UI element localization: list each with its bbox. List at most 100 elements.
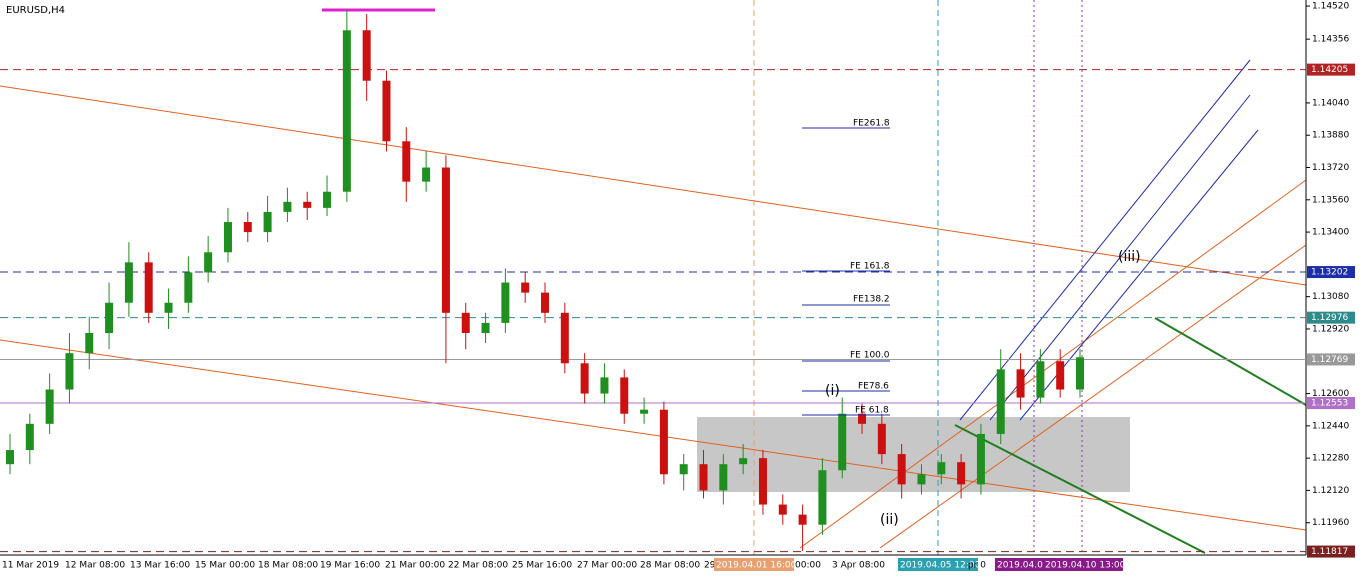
candle-body [342, 30, 351, 192]
annotation: FE 61.8 [855, 406, 889, 416]
trend-line [799, 179, 1307, 549]
x-tick-label: 2019.04.05 12:00 [900, 561, 981, 571]
price-level-label: 1.14205 [1311, 65, 1348, 75]
x-tick-label: 19 Mar 16:00 [320, 561, 380, 571]
annotation: FE261.8 [853, 119, 890, 129]
annotation: FE78.6 [858, 382, 889, 392]
y-tick-label: 1.12120 [1312, 486, 1349, 496]
candle-body [283, 201, 292, 212]
price-level-tag [1307, 353, 1355, 366]
x-tick-label: 25 Mar 16:00 [512, 561, 572, 571]
candle-body [303, 201, 312, 208]
y-tick-label: 1.14356 [1312, 35, 1349, 45]
candle-body [105, 302, 114, 333]
candle-body [164, 302, 173, 313]
candle-body [917, 474, 926, 485]
x-tick-label: 2019.04.10 13:00 [1045, 561, 1126, 571]
x-tick-label: 00:00 [795, 561, 821, 571]
x-tick-label: 12 Mar 08:00 [65, 561, 125, 571]
candle-body [620, 377, 629, 414]
x-label-tag [898, 558, 978, 571]
candle-body [640, 409, 649, 414]
candle-body [778, 504, 787, 515]
price-level-tag [1307, 545, 1355, 558]
candle-body [402, 141, 411, 182]
x-tick-label: 18 Mar 08:00 [258, 561, 318, 571]
trend-line [0, 85, 1307, 286]
x-tick-label: 21 Mar 00:00 [385, 561, 445, 571]
candle-body [758, 458, 767, 505]
candle-body [263, 211, 272, 233]
x-tick-label: 15 Mar 00:00 [195, 561, 255, 571]
price-level-label: 1.11817 [1311, 547, 1348, 557]
price-level-tag [1307, 311, 1355, 324]
candle-body [699, 464, 708, 491]
chart-title: EURUSD,H4 [6, 5, 65, 16]
x-tick-label: 28 Mar 08:00 [640, 561, 700, 571]
candle-body [6, 450, 14, 465]
candle-body [996, 369, 1005, 434]
candle-body [937, 462, 946, 475]
x-label-tag [1043, 558, 1123, 571]
projection-line [954, 424, 1206, 554]
y-tick-label: 1.12440 [1312, 421, 1349, 431]
y-tick-label: 1.14520 [1312, 2, 1349, 12]
candle-body [719, 464, 728, 491]
y-tick-label: 1.14040 [1312, 98, 1349, 108]
candle-body [323, 191, 332, 208]
x-tick-label: 27 Mar 00:00 [577, 561, 637, 571]
candle-body [45, 389, 54, 424]
x-tick-label: 29 [704, 561, 716, 571]
candle-body [1076, 357, 1084, 390]
candle-body [124, 262, 133, 303]
candle-body [184, 272, 193, 303]
price-level-tag [1307, 63, 1355, 76]
candle-body [818, 470, 827, 525]
candle-body [1036, 361, 1045, 398]
candle-body [441, 167, 450, 313]
zone-box [697, 417, 1130, 492]
annotation: FE 161.8 [850, 262, 890, 272]
x-label-tag [714, 558, 794, 571]
annotation: FE138.2 [853, 295, 890, 305]
price-level-label: 1.12553 [1311, 399, 1348, 409]
candle-body [25, 423, 34, 451]
y-tick-label: 1.13400 [1312, 228, 1349, 238]
x-tick-label: 22 Mar 08:00 [448, 561, 508, 571]
annotation: (ii) [880, 512, 899, 528]
candle-body [1016, 369, 1025, 398]
y-tick-label: 1.13080 [1312, 292, 1349, 302]
candle-body [85, 333, 94, 354]
x-tick-label: 2019.04.09 [997, 561, 1049, 571]
y-tick-label: 1.12280 [1312, 454, 1349, 464]
candle-body [679, 464, 688, 475]
candle-body [65, 353, 74, 390]
channel-line [989, 94, 1251, 421]
candle-body [858, 413, 867, 424]
candle-body [739, 458, 748, 465]
candle-body [521, 282, 530, 293]
price-level-label: 1.12769 [1311, 355, 1348, 365]
candle-body [362, 30, 371, 81]
y-tick-label: 1.12600 [1312, 389, 1349, 399]
annotation: (iii) [1118, 249, 1141, 265]
channel-line [959, 59, 1251, 421]
annotation: FE 100.0 [850, 351, 890, 361]
candle-body [1056, 361, 1065, 390]
candle-body [204, 252, 213, 273]
candle-body [600, 377, 609, 394]
projection-line [1154, 317, 1307, 406]
x-tick-label: 11 Mar 2019 [2, 561, 59, 571]
y-tick-label: 1.11960 [1312, 518, 1349, 528]
trend-line [879, 244, 1307, 549]
y-tick-label: 1.13720 [1312, 163, 1349, 173]
trend-line [0, 339, 1307, 531]
candle-body [877, 423, 886, 455]
x-tick-label: 13 Mar 16:00 [130, 561, 190, 571]
x-label-tag [995, 558, 1045, 571]
candle-body [897, 454, 906, 485]
candle-body [659, 409, 668, 475]
candle-body [541, 292, 549, 313]
